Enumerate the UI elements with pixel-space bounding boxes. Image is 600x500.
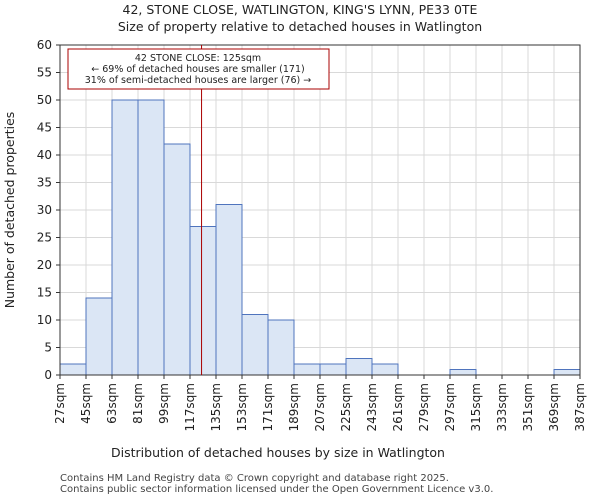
histogram-bar — [267, 319, 295, 376]
histogram-bar — [319, 363, 347, 376]
histogram-bar — [59, 363, 87, 376]
x-tick-label: 387sqm — [573, 383, 587, 431]
y-tick-label: 15 — [37, 286, 52, 300]
histogram-bar — [241, 314, 269, 376]
y-tick-label: 0 — [44, 368, 52, 382]
y-tick-label: 50 — [37, 93, 52, 107]
x-tick-label: 171sqm — [261, 383, 275, 431]
x-tick-label: 189sqm — [287, 383, 301, 431]
x-tick-label: 279sqm — [417, 383, 431, 431]
histogram-bar — [371, 363, 399, 376]
annotation-line-3: 31% of semi-detached houses are larger (… — [85, 75, 312, 86]
y-tick-label: 45 — [37, 121, 52, 135]
footer-line-1: Contains HM Land Registry data © Crown c… — [60, 473, 449, 484]
y-tick-label: 30 — [37, 203, 52, 217]
x-tick-label: 243sqm — [365, 383, 379, 431]
x-tick-label: 63sqm — [105, 383, 119, 424]
x-tick-label: 333sqm — [495, 383, 509, 431]
histogram-bar — [137, 99, 165, 376]
x-tick-label: 261sqm — [391, 383, 405, 431]
x-tick-label: 27sqm — [53, 383, 67, 424]
annotation-line-2: ← 69% of detached houses are smaller (17… — [91, 64, 304, 75]
histogram-bar — [189, 226, 217, 376]
annotation-box — [67, 48, 330, 90]
y-tick-label: 20 — [37, 258, 52, 272]
x-tick-label: 99sqm — [157, 383, 171, 424]
histogram-bar — [293, 363, 321, 376]
x-tick-label: 117sqm — [183, 383, 197, 431]
y-axis-label: Number of detached properties — [2, 112, 17, 309]
x-tick-label: 315sqm — [469, 383, 483, 431]
y-tick-label: 10 — [37, 313, 52, 327]
plot-frame — [59, 44, 581, 376]
histogram-bar — [163, 143, 191, 376]
x-tick-label: 369sqm — [547, 383, 561, 431]
footer-line-2: Contains public sector information licen… — [60, 484, 494, 495]
x-tick-label: 297sqm — [443, 383, 457, 431]
x-tick-label: 351sqm — [521, 383, 535, 431]
x-tick-label: 153sqm — [235, 383, 249, 431]
y-tick-label: 55 — [37, 66, 52, 80]
x-axis-label: Distribution of detached houses by size … — [111, 445, 445, 460]
histogram-bar — [449, 369, 477, 376]
x-tick-label: 135sqm — [209, 383, 223, 431]
histogram-bar — [345, 358, 373, 376]
x-tick-label: 81sqm — [131, 383, 145, 424]
y-tick-label: 60 — [37, 38, 52, 52]
y-tick-label: 5 — [44, 341, 52, 355]
x-tick-label: 207sqm — [313, 383, 327, 431]
chart-subtitle: Size of property relative to detached ho… — [118, 19, 482, 34]
x-tick-label: 225sqm — [339, 383, 353, 431]
histogram-bar — [111, 99, 139, 376]
chart-title: 42, STONE CLOSE, WATLINGTON, KING'S LYNN… — [123, 2, 478, 17]
y-tick-label: 35 — [37, 176, 52, 190]
histogram-bar — [85, 297, 113, 376]
histogram-bar — [553, 369, 581, 376]
histogram-bar — [215, 204, 243, 376]
y-tick-label: 25 — [37, 231, 52, 245]
annotation-line-1: 42 STONE CLOSE: 125sqm — [135, 53, 261, 64]
y-tick-label: 40 — [37, 148, 52, 162]
x-tick-label: 45sqm — [79, 383, 93, 424]
